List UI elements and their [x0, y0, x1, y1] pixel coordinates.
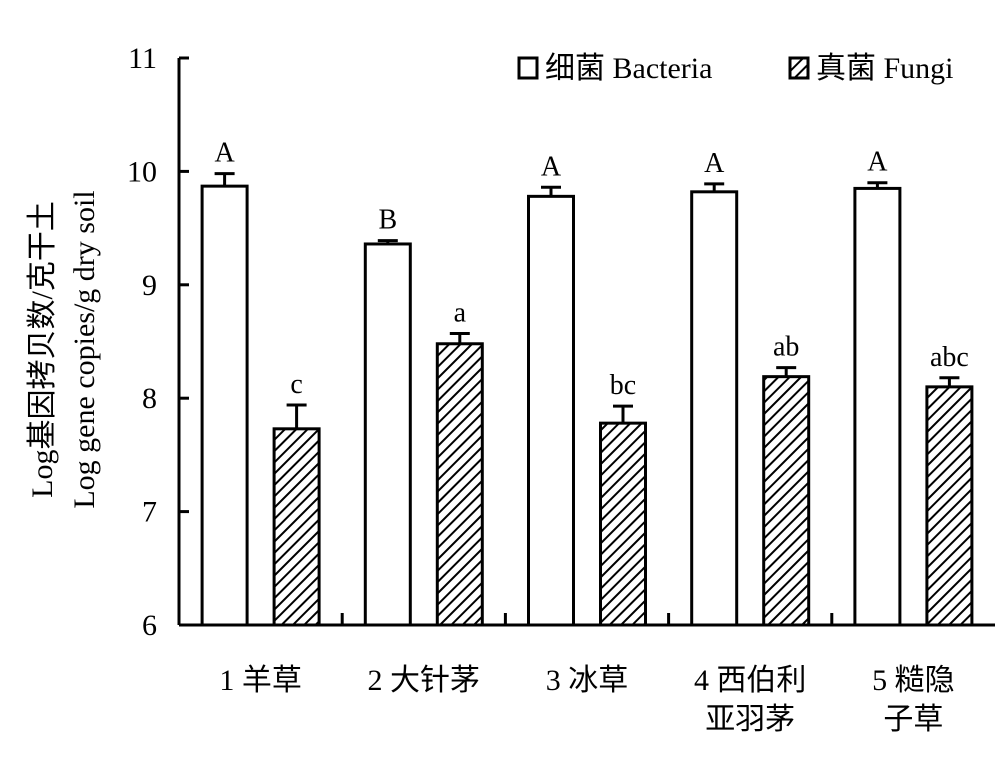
significance-label: abc	[930, 342, 969, 373]
fungi-bar	[925, 385, 974, 627]
fungi-bar	[435, 342, 484, 627]
significance-label: A	[704, 148, 725, 179]
y-tick-label: 7	[142, 496, 157, 529]
x-category-label: 4 西伯利	[694, 664, 807, 697]
legend: 细菌 Bacteria 真菌 Fungi	[517, 52, 954, 85]
x-category-label: 子草	[883, 703, 943, 736]
bacteria-bar	[690, 190, 739, 627]
y-axis-title-cn: Log基因拷贝数/克干土	[26, 201, 59, 498]
significance-label: A	[541, 151, 562, 182]
significance-label: A	[867, 147, 888, 178]
y-tick-label: 6	[142, 609, 157, 642]
legend-swatch-fungi	[788, 56, 810, 80]
fungi-bar	[762, 375, 811, 627]
x-category-label: 3 冰草	[546, 664, 629, 697]
significance-label: c	[290, 369, 302, 400]
x-category-label: 亚羽茅	[705, 703, 795, 736]
legend-swatch-bacteria	[517, 56, 539, 80]
significance-label: bc	[610, 370, 636, 401]
fungi-bar	[272, 427, 321, 627]
bacteria-bar	[527, 194, 575, 627]
significance-label: A	[214, 138, 235, 169]
y-tick-label: 8	[142, 382, 157, 415]
significance-label: ab	[773, 332, 799, 363]
y-axis-title-en: Log gene copies/g dry soil	[68, 190, 101, 508]
legend-label-bacteria: 细菌 Bacteria	[545, 52, 712, 85]
legend-label-fungi: 真菌 Fungi	[816, 52, 954, 85]
x-category-label: 1 羊草	[219, 664, 302, 697]
bacteria-bar	[363, 242, 412, 627]
y-tick-label: 11	[128, 42, 157, 75]
y-tick-label: 10	[127, 155, 157, 188]
bacteria-bar	[200, 184, 249, 627]
x-category-label: 2 大针茅	[368, 664, 481, 697]
bacteria-bar	[853, 186, 902, 627]
y-axis-title: Log基因拷贝数/克干土 Log gene copies/g dry soil	[26, 190, 101, 508]
fungi-bar	[599, 421, 647, 627]
significance-label: a	[454, 298, 467, 329]
x-category-label: 5 糙隐	[872, 664, 955, 697]
significance-label: B	[378, 205, 397, 236]
y-tick-label: 9	[142, 269, 157, 302]
